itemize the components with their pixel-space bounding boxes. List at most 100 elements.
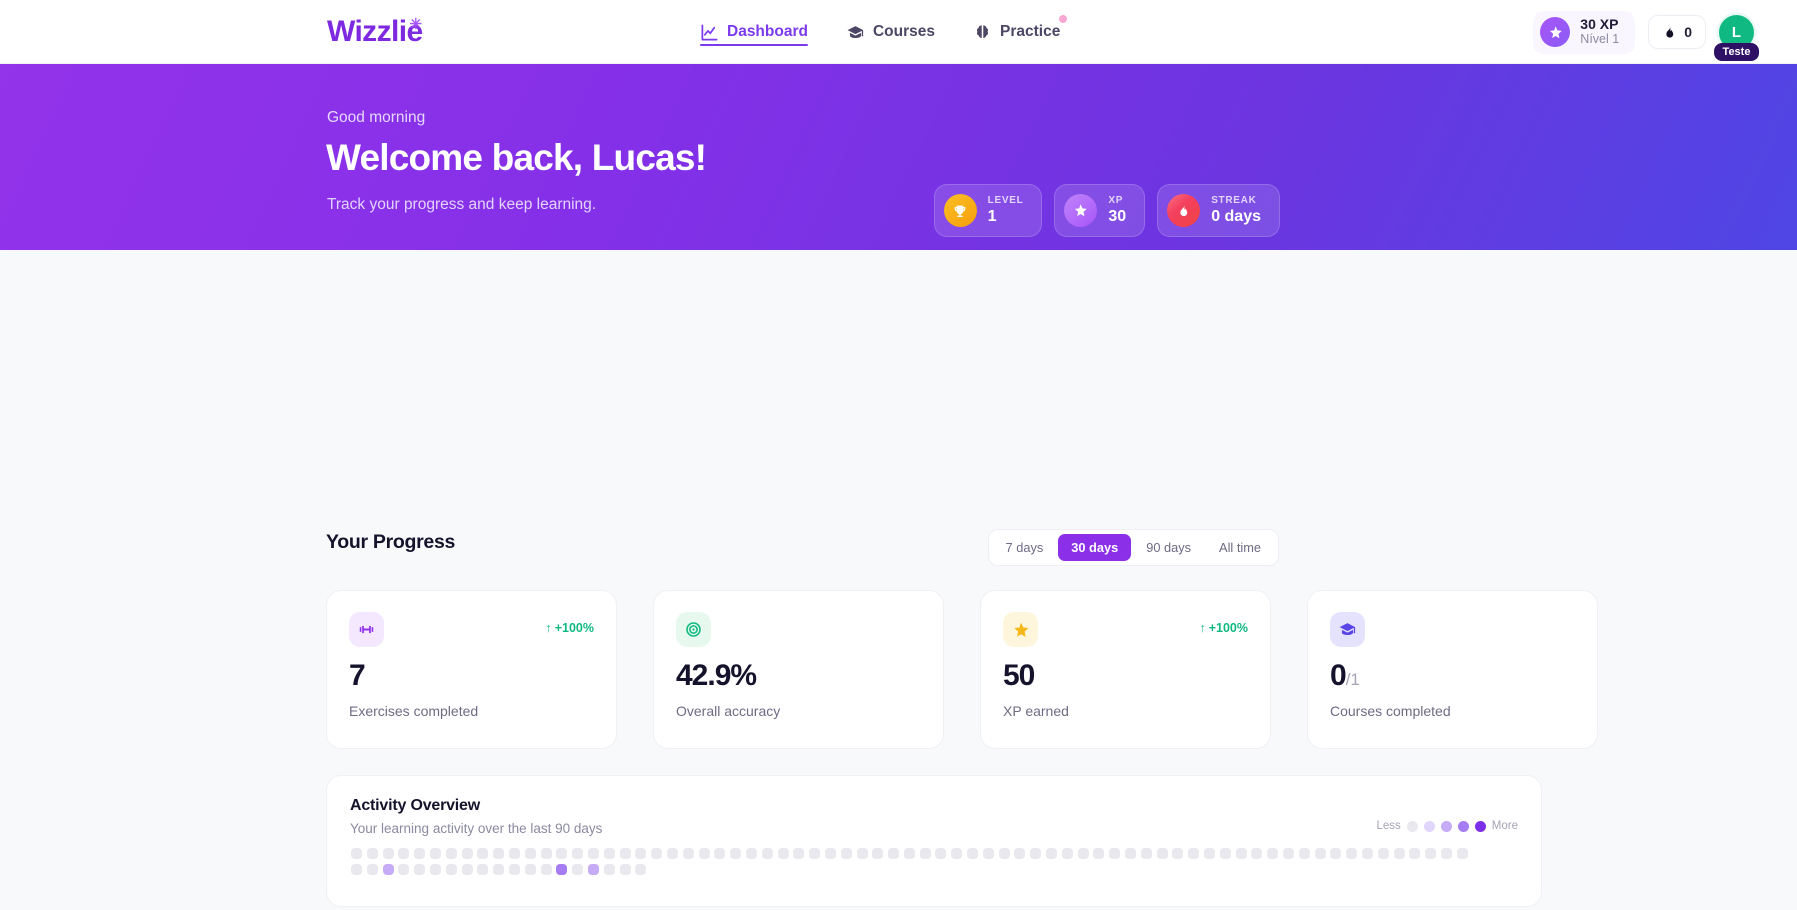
activity-heatmap-cell[interactable] <box>967 848 979 859</box>
activity-heatmap-cell[interactable] <box>603 848 615 859</box>
activity-heatmap-cell[interactable] <box>382 864 394 875</box>
activity-heatmap-cell[interactable] <box>556 848 568 859</box>
range-7-days[interactable]: 7 days <box>993 534 1057 561</box>
activity-heatmap-cell[interactable] <box>445 848 457 859</box>
activity-heatmap-cell[interactable] <box>508 864 520 875</box>
activity-heatmap-cell[interactable] <box>477 848 489 859</box>
activity-heatmap-cell[interactable] <box>1330 848 1342 859</box>
activity-heatmap-cell[interactable] <box>1204 848 1216 859</box>
activity-heatmap-cell[interactable] <box>461 864 473 875</box>
activity-heatmap-cell[interactable] <box>982 848 994 859</box>
activity-heatmap-cell[interactable] <box>951 848 963 859</box>
activity-heatmap-cell[interactable] <box>777 848 789 859</box>
activity-heatmap-cell[interactable] <box>1125 848 1137 859</box>
activity-heatmap-cell[interactable] <box>619 864 631 875</box>
activity-heatmap-cell[interactable] <box>587 848 599 859</box>
activity-heatmap-cell[interactable] <box>1409 848 1421 859</box>
activity-heatmap-cell[interactable] <box>1156 848 1168 859</box>
activity-heatmap-cell[interactable] <box>382 848 394 859</box>
activity-heatmap-cell[interactable] <box>398 864 410 875</box>
activity-heatmap-cell[interactable] <box>493 848 505 859</box>
activity-heatmap-cell[interactable] <box>1172 848 1184 859</box>
range-all-time[interactable]: All time <box>1206 534 1274 561</box>
activity-heatmap-cell[interactable] <box>1046 848 1058 859</box>
activity-heatmap-cell[interactable] <box>524 848 536 859</box>
activity-heatmap-cell[interactable] <box>1235 848 1247 859</box>
activity-heatmap-cell[interactable] <box>1425 848 1437 859</box>
activity-heatmap-cell[interactable] <box>903 848 915 859</box>
user-avatar-wrap[interactable]: L Teste <box>1713 14 1760 61</box>
activity-heatmap-cell[interactable] <box>824 848 836 859</box>
activity-heatmap-cell[interactable] <box>1251 848 1263 859</box>
activity-heatmap-cell[interactable] <box>414 848 426 859</box>
activity-heatmap-cell[interactable] <box>888 848 900 859</box>
activity-heatmap-cell[interactable] <box>1014 848 1026 859</box>
activity-heatmap-cell[interactable] <box>872 848 884 859</box>
header-xp-pill[interactable]: 30 XP Nível 1 <box>1533 10 1636 54</box>
activity-heatmap-cell[interactable] <box>919 848 931 859</box>
activity-heatmap-cell[interactable] <box>1061 848 1073 859</box>
activity-heatmap-cell[interactable] <box>635 848 647 859</box>
activity-heatmap-cell[interactable] <box>1140 848 1152 859</box>
activity-heatmap-cell[interactable] <box>445 864 457 875</box>
header-streak-pill[interactable]: 0 <box>1648 15 1706 49</box>
activity-heatmap-cell[interactable] <box>1109 848 1121 859</box>
activity-heatmap-cell[interactable] <box>414 864 426 875</box>
activity-heatmap-cell[interactable] <box>461 848 473 859</box>
activity-heatmap-cell[interactable] <box>635 864 647 875</box>
nav-item-practice[interactable]: Practice <box>973 0 1068 64</box>
activity-heatmap-cell[interactable] <box>524 864 536 875</box>
activity-heatmap-cell[interactable] <box>651 848 663 859</box>
activity-heatmap-cell[interactable] <box>1456 848 1468 859</box>
activity-heatmap-cell[interactable] <box>761 848 773 859</box>
activity-heatmap-cell[interactable] <box>682 848 694 859</box>
nav-item-dashboard[interactable]: Dashboard <box>700 0 808 64</box>
activity-heatmap-cell[interactable] <box>351 848 362 859</box>
activity-heatmap-cell[interactable] <box>1030 848 1042 859</box>
activity-heatmap-cell[interactable] <box>666 848 678 859</box>
activity-heatmap-cell[interactable] <box>1346 848 1358 859</box>
activity-heatmap-cell[interactable] <box>540 864 552 875</box>
activity-heatmap-cell[interactable] <box>366 864 378 875</box>
activity-heatmap-cell[interactable] <box>1362 848 1373 859</box>
activity-heatmap-cell[interactable] <box>1393 848 1405 859</box>
activity-heatmap-cell[interactable] <box>935 848 947 859</box>
activity-heatmap-cell[interactable] <box>856 848 868 859</box>
activity-heatmap-cell[interactable] <box>587 864 599 875</box>
activity-heatmap-cell[interactable] <box>366 848 378 859</box>
activity-heatmap-cell[interactable] <box>398 848 410 859</box>
activity-heatmap-cell[interactable] <box>477 864 489 875</box>
activity-heatmap-cell[interactable] <box>998 848 1010 859</box>
activity-heatmap-cell[interactable] <box>698 848 710 859</box>
activity-heatmap-cell[interactable] <box>429 864 441 875</box>
activity-heatmap-cell[interactable] <box>1077 848 1089 859</box>
activity-heatmap-cell[interactable] <box>619 848 631 859</box>
activity-heatmap-cell[interactable] <box>572 864 584 875</box>
activity-heatmap-cell[interactable] <box>572 848 584 859</box>
activity-heatmap-cell[interactable] <box>840 848 852 859</box>
activity-heatmap-cell[interactable] <box>351 864 362 875</box>
activity-heatmap-cell[interactable] <box>793 848 805 859</box>
range-30-days[interactable]: 30 days <box>1058 534 1132 561</box>
activity-heatmap-cell[interactable] <box>1440 848 1452 859</box>
activity-heatmap-cell[interactable] <box>429 848 441 859</box>
brand-logo[interactable]: Wizzlie✳ <box>327 15 435 49</box>
activity-heatmap-cell[interactable] <box>1377 848 1389 859</box>
activity-heatmap-cell[interactable] <box>714 848 726 859</box>
activity-heatmap-cell[interactable] <box>1314 848 1326 859</box>
activity-heatmap-cell[interactable] <box>556 864 568 875</box>
activity-heatmap-cell[interactable] <box>730 848 742 859</box>
activity-heatmap-cell[interactable] <box>540 848 552 859</box>
activity-heatmap-cell[interactable] <box>1267 848 1279 859</box>
activity-heatmap-cell[interactable] <box>1283 848 1295 859</box>
activity-heatmap[interactable] <box>351 848 1521 880</box>
activity-heatmap-cell[interactable] <box>508 848 520 859</box>
activity-heatmap-cell[interactable] <box>809 848 821 859</box>
activity-heatmap-cell[interactable] <box>1219 848 1231 859</box>
activity-heatmap-cell[interactable] <box>1188 848 1200 859</box>
activity-heatmap-cell[interactable] <box>493 864 505 875</box>
activity-heatmap-cell[interactable] <box>1298 848 1310 859</box>
range-90-days[interactable]: 90 days <box>1133 534 1204 561</box>
activity-heatmap-cell[interactable] <box>603 864 615 875</box>
activity-heatmap-cell[interactable] <box>1093 848 1105 859</box>
